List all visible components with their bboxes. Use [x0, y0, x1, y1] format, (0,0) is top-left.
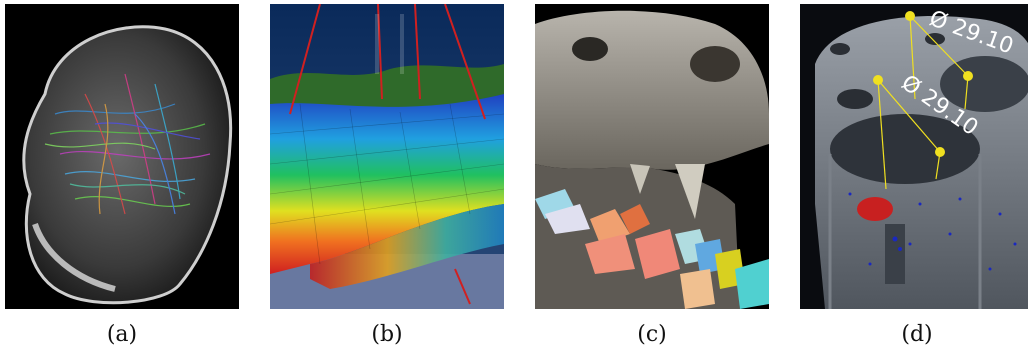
caption-c: (c) [637, 322, 667, 347]
skull-ct-image [535, 4, 769, 309]
industrial-ct-image: Ø 29.10 Ø 29.10 [800, 4, 1028, 309]
reservoir-mesh-image [270, 4, 504, 309]
panel-c-skull-ct [535, 4, 769, 309]
brain-tractography-image [5, 4, 239, 309]
caption-a: (a) [106, 322, 138, 347]
panel-b-reservoir-mesh [270, 4, 504, 309]
caption-b: (b) [371, 322, 403, 347]
panel-d-industrial-ct: Ø 29.10 Ø 29.10 [800, 4, 1028, 309]
panel-a-brain-tractography [5, 4, 239, 309]
caption-d: (d) [901, 322, 933, 347]
